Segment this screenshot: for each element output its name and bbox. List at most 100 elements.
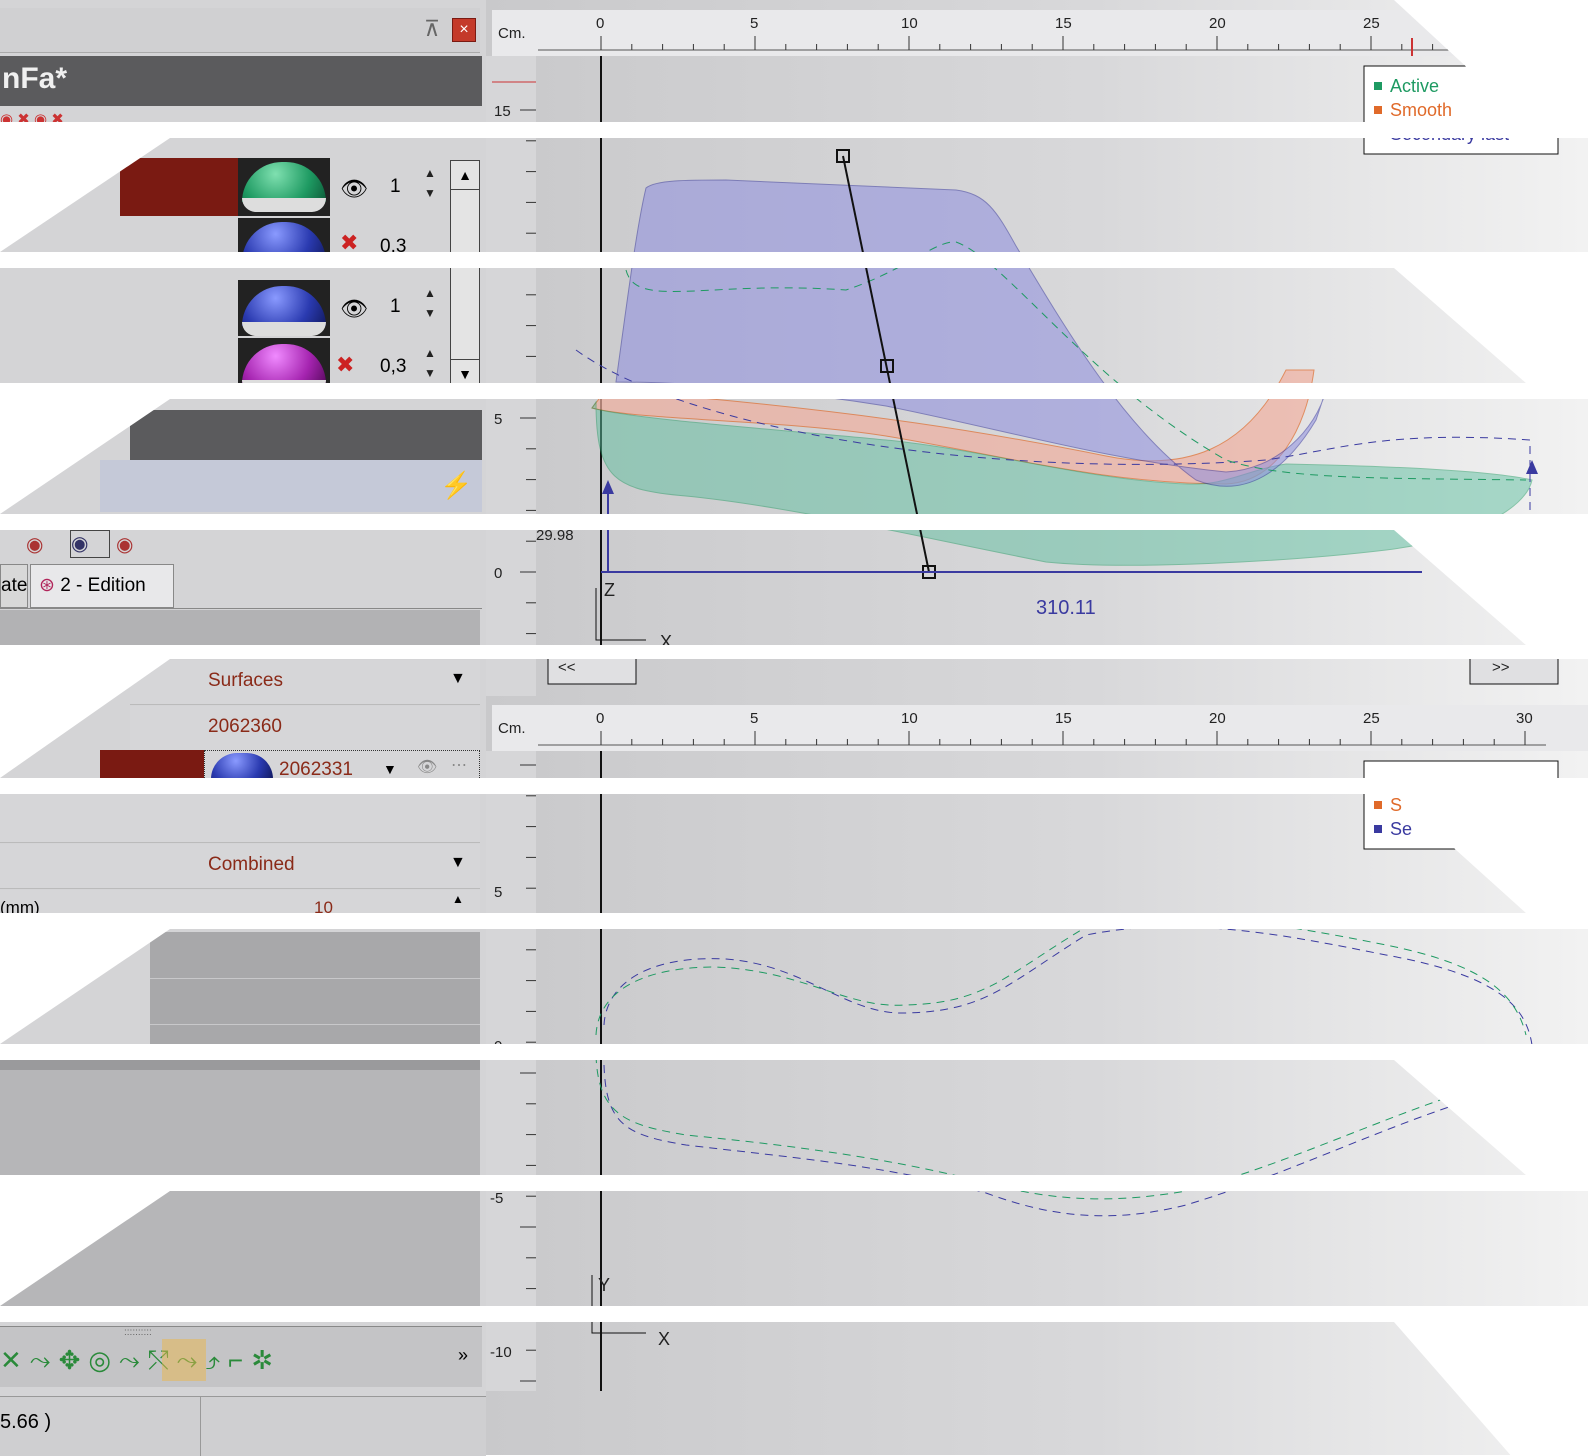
spinner-icon[interactable]: ▲ — [452, 892, 464, 906]
eye-icon[interactable]: 👁 — [417, 757, 437, 777]
slice-gap — [0, 122, 1588, 138]
opacity-value[interactable]: 0,3 — [380, 356, 406, 378]
selected-row-marker — [100, 750, 204, 778]
slice-gap — [0, 252, 1588, 268]
section-header — [130, 410, 482, 460]
layer-material-icon[interactable] — [238, 158, 330, 216]
slice-gap — [0, 913, 1588, 929]
tick-label: 10 — [901, 710, 918, 727]
action-row: ⚡ — [100, 460, 482, 512]
slice-gap — [0, 1044, 1588, 1060]
eye-icon[interactable]: 👁 — [340, 176, 368, 202]
status-coords: 5.66 ) — [0, 1411, 51, 1434]
tools-toolbar: :::::::::: ✕⤳✥◎⤳⤲⤳⤴⌐✲ » — [0, 1326, 482, 1387]
next-button-label: >> — [1492, 659, 1510, 676]
display-dropdown[interactable]: Surfaces — [208, 670, 283, 692]
tick-label: 20 — [1209, 15, 1226, 32]
tick-label: 0 — [596, 710, 604, 727]
display-row: Surfaces ▼ — [130, 660, 480, 705]
edition-icon: ⊛ — [39, 575, 55, 596]
tab-edition[interactable]: ⊛ 2 - Edition — [30, 564, 174, 608]
y-label: -10 — [490, 1344, 512, 1361]
layer-material-icon[interactable] — [238, 338, 330, 388]
id-value: 2062360 — [208, 716, 282, 738]
active-outline — [596, 918, 1526, 1035]
eye-icon[interactable]: 👁 — [340, 296, 368, 322]
legend-secondary: Se — [1390, 819, 1412, 839]
empty-row — [0, 794, 480, 843]
panel-separator — [0, 1060, 480, 1070]
pin-icon[interactable]: ⊼ — [424, 16, 440, 42]
ruler-unit: Cm. — [498, 25, 526, 42]
legend-smooth: Smooth — [1390, 100, 1452, 120]
slice-gap — [0, 645, 1588, 659]
lightning-icon[interactable]: ⚡ — [440, 470, 472, 501]
tick-label: 15 — [1055, 15, 1072, 32]
tab-bar: ate ⊛ 2 - Edition — [0, 564, 482, 609]
document-title-bar: nFa* — [0, 56, 482, 106]
legend-active: Active — [1390, 76, 1439, 96]
tick-label: 30 — [1516, 710, 1533, 727]
tool-icons[interactable]: ✕⤳✥◎⤳⤲⤳⤴⌐✲ — [0, 1345, 281, 1377]
step-row: (mm) 10 ▲ — [0, 890, 480, 914]
status-bar: 5.66 ) — [0, 1396, 486, 1456]
selected-layer-swatch[interactable] — [120, 158, 238, 216]
tick-label: 25 — [1363, 15, 1380, 32]
properties-header — [0, 610, 480, 646]
y-axis-label: Y — [598, 1275, 610, 1295]
opacity-value[interactable]: 1 — [390, 176, 401, 198]
y-label: 5 — [494, 884, 502, 901]
chevron-down-icon[interactable]: ▼ — [450, 670, 466, 688]
overflow-icon[interactable]: » — [458, 1345, 468, 1366]
chevron-down-icon[interactable]: ▼ — [383, 761, 397, 777]
chevron-down-icon[interactable]: ▼ — [450, 854, 466, 872]
id-row: 2062360 — [130, 706, 480, 751]
material-row[interactable]: 2062331 ▼ 👁 ⋯ — [204, 750, 480, 780]
y-label: 15 — [494, 103, 511, 120]
more-icon[interactable]: ⋯ — [451, 755, 467, 775]
spinner-icon[interactable]: ▲ ▼ — [424, 168, 436, 198]
prev-button-label: << — [558, 659, 576, 676]
spinner-icon[interactable]: ▲ ▼ — [424, 348, 436, 378]
tick-label: 5 — [750, 710, 758, 727]
view-icon[interactable]: ◉ — [116, 532, 133, 557]
tick-label: 20 — [1209, 710, 1226, 727]
ruler-unit: Cm. — [498, 720, 526, 737]
view-toolbar: ◉ ◉ ◉ — [0, 528, 482, 558]
tick-label: 15 — [1055, 710, 1072, 727]
mode-dropdown[interactable]: Combined — [208, 854, 295, 876]
opacity-value[interactable]: 1 — [390, 296, 401, 318]
layer-material-icon[interactable] — [238, 280, 330, 336]
y-label: 0 — [494, 565, 502, 582]
eye-hidden-icon[interactable]: ✖ — [336, 352, 354, 378]
close-icon[interactable]: × — [452, 18, 476, 42]
arrow-icon — [602, 480, 614, 494]
z-axis-label: Z — [604, 580, 615, 600]
grip-icon[interactable]: :::::::::: — [124, 1327, 152, 1338]
slice-gap — [0, 514, 1588, 530]
panel-header: ⊼ × — [0, 8, 480, 53]
layer-scrollbar[interactable]: ▲ ▼ — [450, 160, 480, 388]
document-title: nFa* — [2, 62, 67, 96]
slice-gap — [0, 778, 1588, 794]
arrow-icon — [1526, 460, 1538, 474]
slice-gap — [0, 1175, 1588, 1191]
tick-label: 10 — [901, 15, 918, 32]
side-view[interactable]: Cm. 0 5 10 15 20 25 15 5 0 — [486, 10, 1588, 700]
tick-label: 5 — [750, 15, 758, 32]
length-label: 310.11 — [1036, 597, 1096, 619]
material-icon — [211, 753, 273, 779]
view-icon[interactable]: ◉ — [70, 530, 110, 558]
spinner-icon[interactable]: ▲ ▼ — [424, 288, 436, 318]
tick-label: 0 — [596, 15, 604, 32]
gray-panel — [150, 932, 480, 1044]
secondary-outline — [604, 927, 1532, 1045]
slice-gap — [0, 383, 1588, 399]
active-tool-highlight[interactable] — [162, 1339, 206, 1381]
viewports: Cm. 0 5 10 15 20 25 15 5 0 — [486, 0, 1588, 1455]
tab-create[interactable]: ate — [0, 564, 28, 608]
y-label: 5 — [494, 411, 502, 428]
view-icon[interactable]: ◉ — [26, 532, 43, 557]
y-label: -5 — [490, 1190, 503, 1207]
